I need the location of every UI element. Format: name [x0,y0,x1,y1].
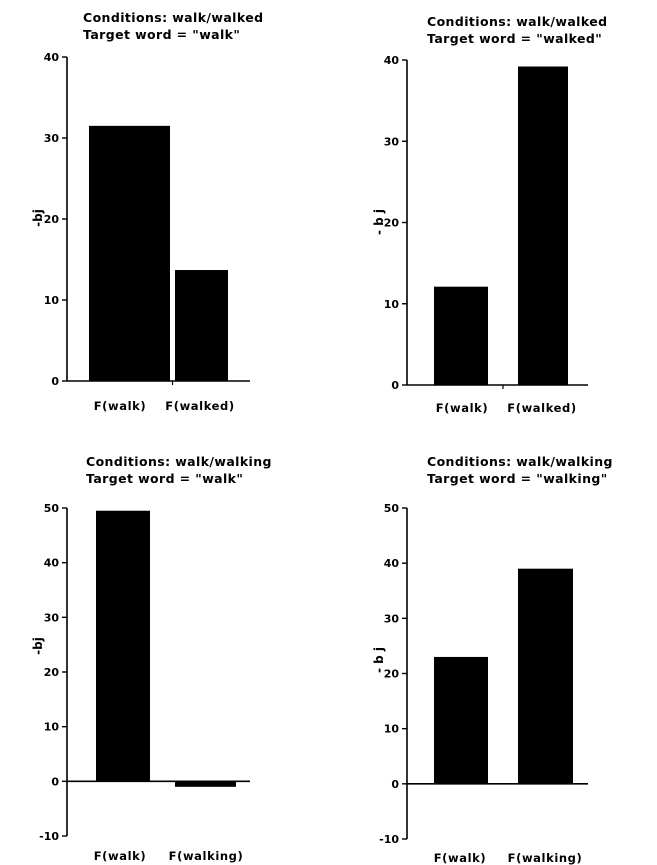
chart-3-y-tick-label: 20 [44,666,60,679]
chart-panel-4: Conditions: walk/walking Target word = "w… [372,454,613,865]
chart-3-y-tick-label: 40 [44,557,60,570]
chart-3-y-tick-label: 0 [51,775,59,788]
chart-4-y-tick-label: 20 [384,668,400,681]
chart-4-y-tick-label: 0 [391,778,399,791]
chart-1-y-tick-label: 30 [44,132,60,145]
chart-4-title-line-2: Target word = "walking" [427,471,608,486]
chart-1-y-tick-label: 20 [44,213,60,226]
chart-4-y-tick-label: 50 [384,502,400,515]
chart-1-y-tick-label: 40 [44,51,60,64]
chart-1-title-line-1: Conditions: walk/walked [83,10,263,25]
chart-1-y-tick-label: 0 [51,375,59,388]
chart-4-bar-2 [518,568,573,784]
chart-4-y-tick-label: -10 [379,833,399,846]
chart-3-bar-1 [96,510,150,782]
chart-4-category-label: F(walk) [434,851,487,865]
chart-3-y-tick-label: 10 [44,721,60,734]
chart-2-title-line-2: Target word = "walked" [427,31,602,46]
chart-2-y-tick-label: 10 [384,298,400,311]
chart-3-y-tick-label: 30 [44,611,60,624]
chart-4-category-label: F(walking) [508,851,583,865]
chart-2-category-label: F(walk) [436,401,489,415]
chart-4-y-tick-label: 40 [384,557,400,570]
chart-4-y-tick-label: 10 [384,723,400,736]
chart-1-y-tick-label: 10 [44,294,60,307]
chart-2-bar-1 [434,286,488,385]
chart-4-bar-1 [434,656,488,784]
chart-panel-2: Conditions: walk/walked Target word = "wa… [372,14,607,415]
chart-2-y-tick-label: 0 [391,379,399,392]
chart-2-bar-2 [518,66,568,385]
chart-2-y-axis-label: - b j [372,209,386,235]
chart-3-y-tick-label: 50 [44,502,60,515]
chart-1-category-label: F(walk) [94,399,147,413]
chart-3-category-label: F(walking) [169,849,244,863]
chart-2-y-tick-label: 30 [384,135,400,148]
chart-1-y-axis-label: -bj [31,209,45,227]
chart-3-title-line-2: Target word = "walk" [86,471,243,486]
chart-2-category-label: F(walked) [507,401,576,415]
chart-1-bar-1 [89,125,170,381]
chart-2-y-tick-label: 20 [384,217,400,230]
chart-4-y-tick-label: 30 [384,612,400,625]
chart-2-title-line-1: Conditions: walk/walked [427,14,607,29]
chart-1-title-line-2: Target word = "walk" [83,27,240,42]
chart-panel-3: Conditions: walk/walking Target word = "w… [31,454,272,863]
chart-2-y-tick-label: 40 [384,54,400,67]
chart-4-title-line-1: Conditions: walk/walking [427,454,613,469]
chart-1-category-label: F(walked) [165,399,234,413]
chart-3-title-line-1: Conditions: walk/walking [86,454,272,469]
chart-panel-1: Conditions: walk/walked Target word = "wa… [31,10,263,413]
chart-3-bar-2 [175,781,236,787]
chart-3-y-axis-label: -bj [31,637,45,655]
chart-4-y-axis-label: - b j [372,647,386,673]
chart-3-category-label: F(walk) [94,849,147,863]
chart-3-y-tick-label: -10 [39,830,59,843]
chart-1-bar-2 [175,270,228,381]
